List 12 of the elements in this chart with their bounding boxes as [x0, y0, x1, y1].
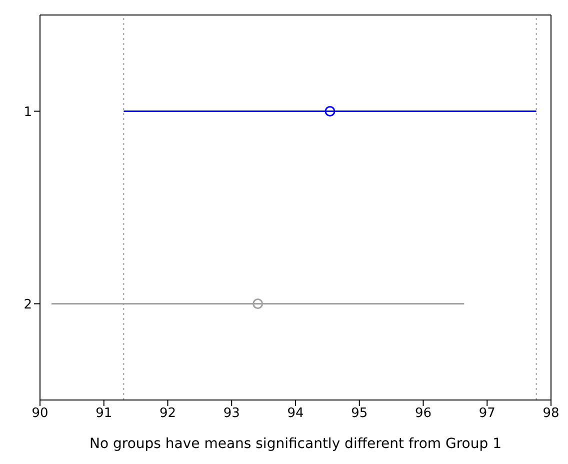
x-tick-label: 91 [96, 406, 112, 422]
x-tick-label: 98 [542, 406, 560, 422]
x-tick-label: 94 [287, 406, 304, 422]
y-tick-label: 1 [24, 104, 32, 120]
x-tick-label: 95 [351, 406, 368, 422]
x-axis-title: No groups have means significantly different from Group 1 [90, 436, 502, 452]
x-tick-label: 96 [414, 406, 432, 422]
x-tick-label: 90 [32, 406, 48, 422]
x-tick-label: 93 [223, 406, 240, 422]
x-tick-label: 92 [159, 406, 176, 422]
y-tick-label: 2 [24, 297, 32, 312]
x-tick-label: 97 [478, 406, 496, 422]
